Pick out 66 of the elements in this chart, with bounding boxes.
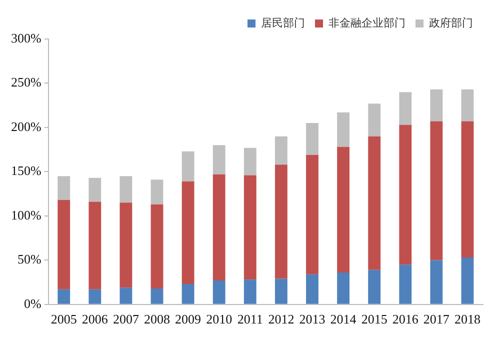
y-tick-label: 300% xyxy=(10,30,42,46)
bar xyxy=(337,112,350,147)
y-tick-label: 50% xyxy=(17,252,42,267)
x-tick-label: 2010 xyxy=(206,312,232,327)
bar xyxy=(399,124,412,265)
bar xyxy=(430,260,443,304)
x-tick-label: 2006 xyxy=(82,312,108,327)
y-tick-label: 100% xyxy=(10,207,42,222)
bar xyxy=(58,176,70,200)
bar xyxy=(274,136,288,165)
bar xyxy=(182,284,194,304)
y-tick-label: 200% xyxy=(10,118,42,134)
x-tick-label: 2017 xyxy=(423,312,450,327)
y-tick-label: 250% xyxy=(10,74,42,90)
y-tick-label: 0% xyxy=(24,296,42,311)
bar xyxy=(150,288,164,304)
bar xyxy=(88,178,102,202)
bar xyxy=(244,148,256,176)
bar xyxy=(461,121,474,258)
bar xyxy=(306,123,318,155)
legend-label: 非金融企业部门 xyxy=(328,16,406,30)
bar xyxy=(399,264,412,304)
x-tick-label: 2011 xyxy=(237,312,263,327)
bar xyxy=(368,136,381,270)
bar xyxy=(368,270,381,304)
bar xyxy=(120,176,132,203)
bar xyxy=(182,151,194,182)
bar xyxy=(274,278,288,304)
bar xyxy=(120,288,132,304)
bar xyxy=(430,121,443,260)
x-tick-label: 2008 xyxy=(144,312,170,327)
bar xyxy=(88,202,102,290)
bar xyxy=(212,145,226,174)
x-tick-label: 2005 xyxy=(50,312,77,327)
bar xyxy=(120,202,132,288)
bar xyxy=(244,175,256,280)
bar xyxy=(244,280,256,304)
x-tick-label: 2012 xyxy=(268,312,294,327)
legend-label: 居民部门 xyxy=(261,16,305,30)
legend-label: 政府部门 xyxy=(429,16,473,30)
x-tick-label: 2009 xyxy=(175,312,202,327)
bar xyxy=(274,164,288,279)
x-tick-label: 2018 xyxy=(454,312,480,327)
bar xyxy=(182,181,194,284)
x-tick-label: 2014 xyxy=(330,312,357,327)
bar xyxy=(306,274,318,304)
bar xyxy=(88,289,102,304)
bar xyxy=(212,174,226,281)
bar xyxy=(150,180,164,204)
bar xyxy=(58,200,70,290)
x-tick-label: 2016 xyxy=(392,312,419,327)
bar xyxy=(337,272,350,304)
bar xyxy=(368,104,381,136)
bar xyxy=(306,154,318,274)
bar xyxy=(58,289,70,304)
bar xyxy=(150,204,164,288)
bar xyxy=(337,146,350,273)
bar xyxy=(461,89,474,122)
x-tick-label: 2013 xyxy=(299,312,326,327)
bar xyxy=(461,258,474,304)
bar xyxy=(430,89,443,122)
x-tick-label: 2007 xyxy=(112,312,140,327)
y-tick-label: 150% xyxy=(10,163,42,178)
bar xyxy=(212,280,226,304)
x-tick-label: 2015 xyxy=(361,312,388,327)
bar xyxy=(399,92,412,125)
